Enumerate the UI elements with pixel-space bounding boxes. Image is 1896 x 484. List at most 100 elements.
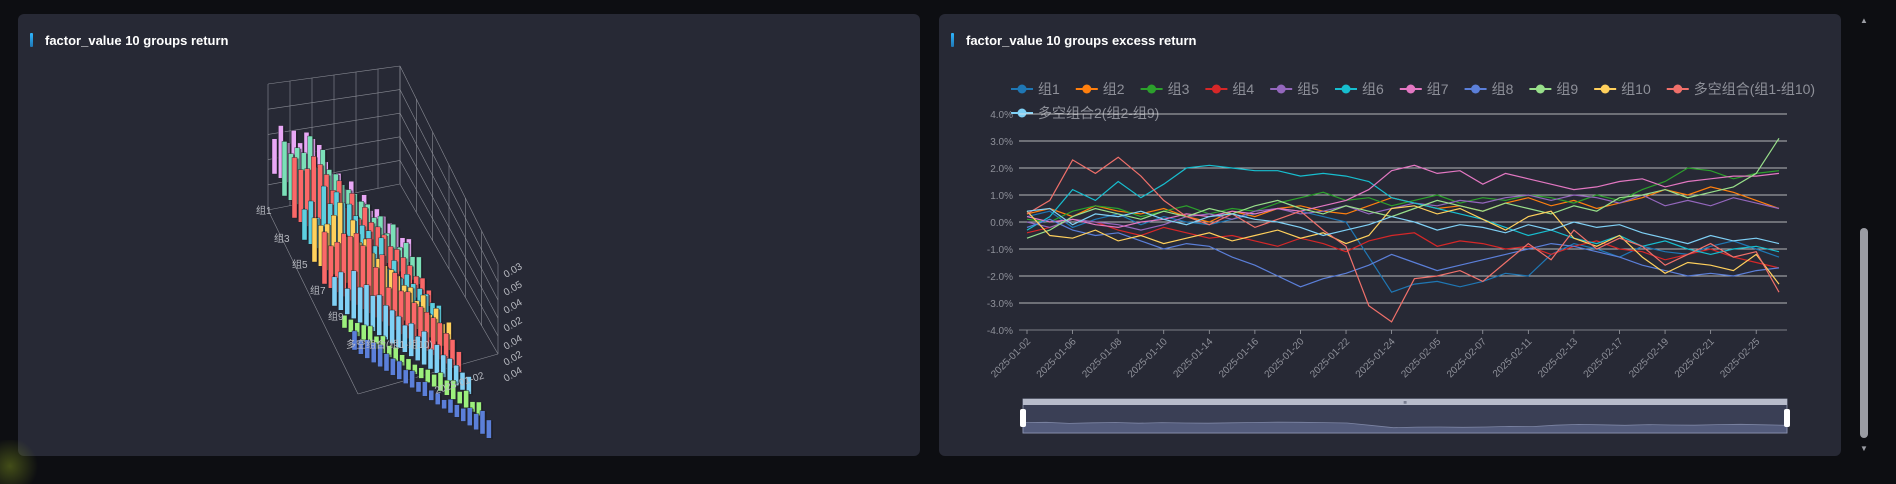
back-wall-grid-line: [267, 89, 401, 110]
value-tick-label: 0.04: [502, 365, 525, 384]
bar-mark: [389, 309, 395, 344]
x-tick-label: 2025-02-25: [1718, 336, 1762, 380]
legend-swatch-dot: [1535, 84, 1545, 94]
bar-mark: [321, 231, 328, 285]
bar-side-mark: [415, 284, 418, 313]
legend-item-label: 多空组合(组1-组10): [1694, 81, 1815, 97]
bar-side-mark: [468, 391, 471, 409]
series-line: [1026, 207, 1780, 293]
bar-side-mark: [431, 291, 433, 308]
bar-side-mark: [455, 340, 457, 369]
scroll-up-arrow-icon[interactable]: ▲: [1860, 16, 1868, 25]
x-tick-label: 2025-02-11: [1491, 336, 1535, 380]
bar-side-mark: [455, 381, 458, 401]
bar-mark: [383, 353, 390, 372]
excess-return-line-chart[interactable]: 组1 组2 组3 组4 组5 组6 组7 组8 组9 组10 多空组合(组1-组10) 多空组合2(组…: [939, 14, 1841, 456]
bar-side-mark: [385, 336, 387, 355]
bar-side-mark: [376, 343, 378, 364]
legend-item-label: 组7: [1427, 81, 1449, 97]
bar-side-mark: [359, 323, 362, 338]
bar-side-mark: [398, 228, 401, 255]
series-line: [1026, 137, 1780, 239]
bar-side-mark: [413, 324, 416, 358]
bar-side-mark: [408, 370, 410, 385]
bar-side-mark: [339, 243, 342, 294]
bar-mark: [486, 419, 492, 439]
bar-side-mark: [397, 273, 399, 332]
bar3d-chart[interactable]: 组1组3组5组7组9多空组合(组1-组10)0.030.050.040.020.…: [18, 14, 920, 456]
legend-item-label: 组8: [1492, 81, 1514, 97]
bar-side-mark: [465, 409, 468, 423]
left-panel-title: factor_value 10 groups return: [45, 32, 229, 48]
y-tick-label: 1.0%: [990, 191, 1013, 202]
bar-side-mark: [363, 340, 365, 356]
bar-mark: [457, 391, 463, 404]
right-panel-title: factor_value 10 groups excess return: [966, 32, 1197, 48]
legend-item-label: 组6: [1362, 81, 1384, 97]
bar-side-mark: [416, 303, 419, 344]
bar-side-mark: [395, 359, 397, 377]
bar-side-mark: [369, 340, 372, 360]
right-panel-header: factor_value 10 groups excess return: [951, 32, 1197, 48]
corner-glow-decoration: [0, 440, 40, 484]
bar-mark: [351, 270, 357, 319]
bar-side-mark: [277, 139, 279, 175]
bar-side-mark: [362, 288, 365, 324]
bar-side-mark: [388, 306, 390, 341]
bar-side-mark: [421, 257, 423, 286]
bar-side-mark: [375, 296, 377, 333]
value-tick-label: 0.04: [502, 297, 525, 316]
x-tick-label: 2025-01-14: [1171, 336, 1215, 380]
bar-side-mark: [369, 285, 371, 328]
legend-item-label: 组3: [1168, 81, 1190, 97]
bar-side-mark: [359, 234, 361, 306]
bar-side-mark: [303, 170, 305, 224]
bar-mark: [422, 381, 428, 397]
bar-side-mark: [453, 400, 455, 414]
bar-side-mark: [421, 382, 423, 393]
bar-mark: [344, 288, 350, 315]
bar-side-mark: [408, 243, 411, 277]
series-line: [1026, 218, 1780, 269]
bar-side-mark: [307, 210, 309, 241]
x-tick-label: 2025-02-05: [1399, 336, 1443, 380]
bar-side-mark: [485, 411, 487, 435]
page-scrollbar-thumb[interactable]: [1860, 228, 1868, 438]
bar-side-mark: [426, 332, 429, 366]
bar-side-mark: [395, 225, 398, 269]
bar-side-mark: [349, 289, 352, 316]
bar-side-mark: [418, 277, 421, 299]
bar-side-mark: [449, 381, 451, 397]
legend-item-label: 多空组合2(组2-组9): [1038, 105, 1159, 121]
x-tick-label: 2025-01-24: [1354, 336, 1398, 380]
back-wall-grid-line: [267, 112, 401, 135]
bar-side-mark: [385, 217, 388, 247]
x-tick-label: 2025-01-20: [1263, 336, 1307, 380]
bar-side-mark: [462, 392, 464, 405]
x-tick-label: 2025-01-06: [1035, 336, 1079, 380]
bar-mark: [479, 410, 486, 435]
bar-mark: [403, 369, 409, 384]
bar-mark: [428, 389, 434, 401]
series-line: [1026, 156, 1780, 323]
bar-mark: [415, 381, 422, 393]
bar-side-mark: [394, 311, 397, 345]
bar-side-mark: [472, 408, 474, 427]
zoom-slider-preview-area: [1022, 421, 1788, 434]
value-tick-label: 0.04: [502, 333, 525, 352]
legend-item-label: 组1: [1038, 81, 1060, 97]
bar-side-mark: [378, 268, 380, 319]
bar-side-mark: [391, 288, 393, 327]
bar-mark: [447, 358, 453, 382]
bar-side-mark: [428, 295, 431, 321]
bar-mark: [425, 369, 431, 383]
x-tick-label: 2025-02-17: [1582, 336, 1626, 380]
bar-side-mark: [471, 377, 473, 396]
zoom-slider-right-handle: [1784, 409, 1790, 427]
series-line: [1026, 164, 1780, 256]
scroll-down-arrow-icon[interactable]: ▼: [1860, 444, 1868, 453]
bar-mark: [348, 319, 354, 333]
bar-side-mark: [443, 373, 445, 392]
bar-side-mark: [423, 307, 425, 348]
bar-side-mark: [440, 394, 442, 406]
